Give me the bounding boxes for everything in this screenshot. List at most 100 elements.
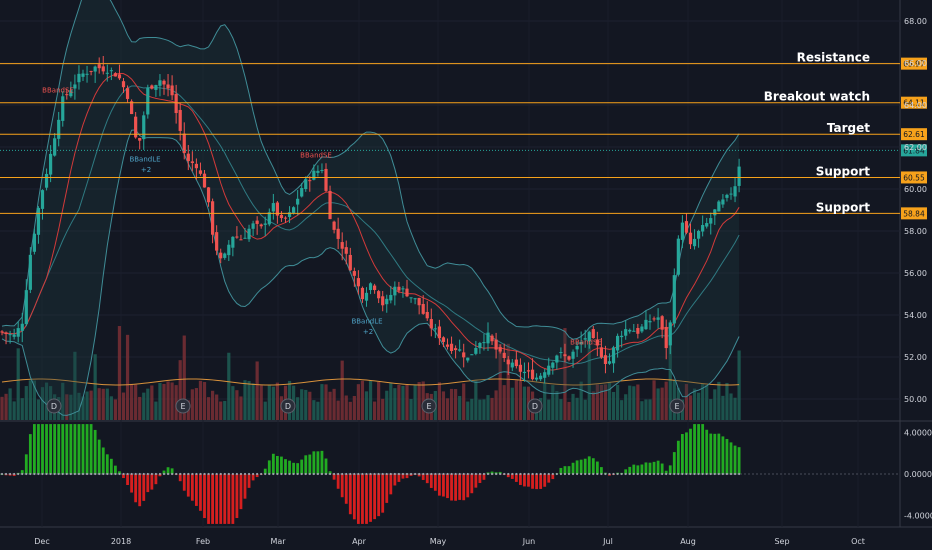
oscillator-bar	[681, 434, 684, 474]
candle-body	[441, 337, 446, 342]
oscillator-bar	[344, 474, 348, 504]
oscillator-zero-dot	[146, 472, 149, 476]
volume-bar	[474, 380, 478, 420]
oscillator-zero-dot	[102, 472, 105, 476]
volume-bar	[360, 380, 365, 420]
volume-bar	[348, 401, 352, 420]
candle-body	[368, 283, 373, 291]
oscillator-bar	[676, 440, 680, 474]
oscillator-bar	[567, 466, 571, 474]
oscillator-bar	[385, 474, 389, 503]
candle-body	[502, 352, 506, 358]
oscillator-bar	[138, 474, 142, 507]
oscillator-bar	[446, 474, 449, 499]
volume-bar	[648, 399, 652, 420]
volume-bar	[117, 326, 122, 420]
oscillator-zero-dot	[442, 472, 445, 476]
oscillator-bar	[320, 450, 324, 474]
oscillator-zero-dot	[138, 472, 141, 476]
oscillator-zero-dot	[158, 472, 162, 476]
candle-body	[182, 133, 186, 153]
level-label: Breakout watch	[764, 90, 870, 104]
oscillator-zero-dot	[409, 472, 413, 476]
volume-bar	[644, 399, 648, 420]
volume-bar	[138, 396, 142, 420]
oscillator-zero-dot	[65, 472, 68, 476]
candle-body	[227, 244, 231, 256]
oscillator-zero-dot	[183, 472, 186, 476]
candle-body	[105, 72, 109, 74]
candle-body	[522, 371, 527, 374]
volume-bar	[421, 381, 425, 420]
oscillator-bar	[717, 433, 721, 474]
candle-body	[308, 180, 312, 182]
oscillator-zero-dot	[33, 472, 36, 476]
volume-bar	[688, 395, 693, 420]
candle-body	[239, 239, 243, 241]
oscillator-bar	[421, 474, 425, 480]
candle-body	[117, 74, 122, 79]
oscillator-bar	[178, 474, 182, 482]
price-tick-label: 62.00	[904, 143, 927, 152]
volume-bar	[490, 397, 494, 420]
volume-bar	[624, 394, 628, 420]
oscillator-bar	[648, 462, 652, 474]
candle-body	[283, 217, 288, 219]
volume-bar	[202, 382, 207, 420]
candle-body	[449, 343, 454, 351]
candle-body	[53, 138, 57, 156]
candle-body	[332, 221, 336, 230]
candle-body	[12, 334, 16, 337]
oscillator-bar	[733, 445, 737, 474]
event-marker-label: D	[51, 402, 57, 411]
candle-body	[162, 80, 166, 85]
volume-bar	[178, 360, 182, 420]
oscillator-zero-dot	[478, 472, 481, 476]
volume-bar	[729, 393, 733, 420]
candle-body	[352, 271, 356, 276]
oscillator-tick-label: -4.0000	[904, 512, 932, 521]
oscillator-histogram	[0, 424, 900, 524]
bollinger-upper-band	[1, 0, 740, 340]
oscillator-bar	[328, 471, 332, 474]
oscillator-bar	[207, 474, 210, 524]
volume-bar	[709, 399, 713, 420]
oscillator-bar	[69, 424, 73, 474]
signal-label: BBandSE	[42, 86, 74, 94]
event-marker	[175, 398, 191, 414]
volume-bar	[162, 383, 166, 420]
oscillator-zero-dot	[219, 472, 222, 476]
candle-body	[530, 369, 535, 380]
oscillator-zero-dot	[717, 472, 720, 476]
oscillator-bar	[721, 436, 725, 474]
candle-body	[417, 297, 421, 306]
candle-body	[539, 375, 543, 380]
volume-bar	[518, 381, 522, 420]
candle-body	[190, 161, 194, 164]
oscillator-zero-dot	[555, 472, 558, 476]
support-resistance-levels[interactable]: Resistance 65.97 Breakout watch 64.11 Target…	[0, 51, 927, 220]
oscillator-bar	[154, 474, 158, 485]
candle-body	[462, 352, 466, 358]
volume-bar	[393, 388, 397, 420]
volume-bar	[77, 392, 81, 420]
oscillator-zero-dot	[37, 472, 40, 476]
oscillator-zero-dot	[4, 472, 8, 476]
oscillator-zero-dot	[191, 472, 194, 476]
x-tick-label: Aug	[680, 537, 696, 546]
candle-body	[510, 362, 514, 368]
candle-body	[701, 225, 705, 232]
oscillator-zero-dot	[721, 472, 725, 476]
volume-bar	[514, 380, 518, 420]
candle-body	[721, 199, 725, 205]
oscillator-zero-dot	[588, 472, 591, 476]
oscillator-bar	[640, 464, 644, 474]
volume-bar	[0, 396, 4, 420]
oscillator-zero-dot	[126, 472, 129, 476]
candle-body	[85, 73, 89, 75]
oscillator-zero-dot	[693, 472, 696, 476]
volume-bar	[543, 382, 547, 420]
volume-bar	[563, 328, 567, 420]
